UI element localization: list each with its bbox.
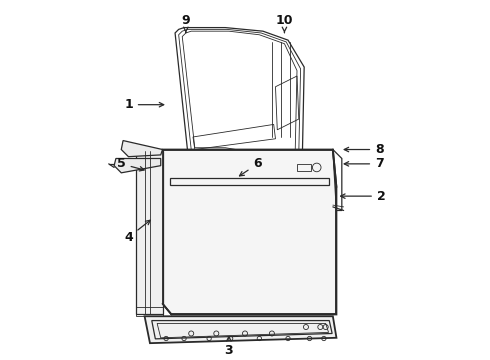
Text: 5: 5	[117, 157, 144, 171]
Text: 7: 7	[344, 157, 384, 170]
Polygon shape	[145, 316, 337, 343]
Text: 9: 9	[181, 14, 190, 32]
Text: 8: 8	[344, 143, 384, 156]
Text: 2: 2	[341, 190, 386, 203]
Text: 4: 4	[124, 220, 150, 244]
Polygon shape	[114, 158, 161, 173]
Text: 1: 1	[124, 98, 164, 111]
Text: 6: 6	[240, 157, 262, 176]
Text: 3: 3	[224, 337, 233, 357]
Polygon shape	[163, 149, 337, 315]
Polygon shape	[136, 151, 163, 315]
Text: 10: 10	[276, 14, 293, 32]
Polygon shape	[122, 140, 163, 157]
